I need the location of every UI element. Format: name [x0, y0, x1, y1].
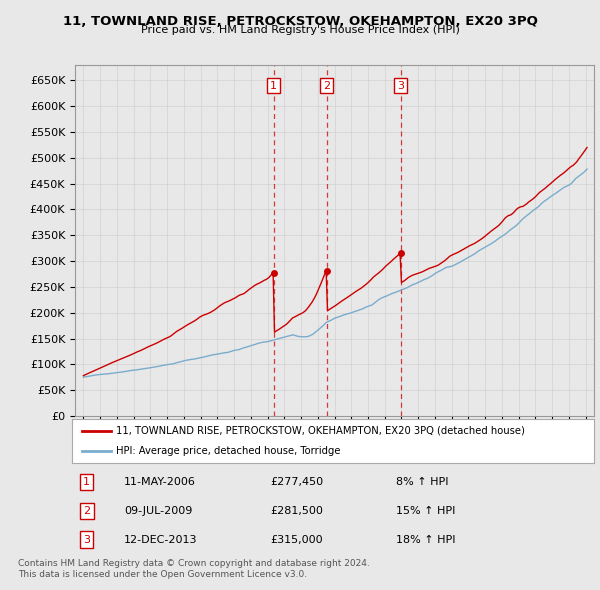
Text: 1: 1: [270, 81, 277, 90]
Text: 11, TOWNLAND RISE, PETROCKSTOW, OKEHAMPTON, EX20 3PQ (detached house): 11, TOWNLAND RISE, PETROCKSTOW, OKEHAMPT…: [116, 426, 525, 436]
Text: HPI: Average price, detached house, Torridge: HPI: Average price, detached house, Torr…: [116, 446, 341, 456]
Text: 09-JUL-2009: 09-JUL-2009: [124, 506, 193, 516]
Text: 15% ↑ HPI: 15% ↑ HPI: [395, 506, 455, 516]
Text: 11, TOWNLAND RISE, PETROCKSTOW, OKEHAMPTON, EX20 3PQ: 11, TOWNLAND RISE, PETROCKSTOW, OKEHAMPT…: [62, 15, 538, 28]
Text: 8% ↑ HPI: 8% ↑ HPI: [395, 477, 448, 487]
Text: This data is licensed under the Open Government Licence v3.0.: This data is licensed under the Open Gov…: [18, 570, 307, 579]
Text: £277,450: £277,450: [271, 477, 323, 487]
Text: 3: 3: [397, 81, 404, 90]
Text: 12-DEC-2013: 12-DEC-2013: [124, 535, 198, 545]
Text: 1: 1: [83, 477, 90, 487]
Text: £315,000: £315,000: [271, 535, 323, 545]
Text: 3: 3: [83, 535, 90, 545]
Text: 2: 2: [83, 506, 90, 516]
Text: 18% ↑ HPI: 18% ↑ HPI: [395, 535, 455, 545]
Text: Price paid vs. HM Land Registry's House Price Index (HPI): Price paid vs. HM Land Registry's House …: [140, 25, 460, 35]
Text: 2: 2: [323, 81, 330, 90]
Text: £281,500: £281,500: [271, 506, 323, 516]
Text: 11-MAY-2006: 11-MAY-2006: [124, 477, 196, 487]
Text: Contains HM Land Registry data © Crown copyright and database right 2024.: Contains HM Land Registry data © Crown c…: [18, 559, 370, 568]
